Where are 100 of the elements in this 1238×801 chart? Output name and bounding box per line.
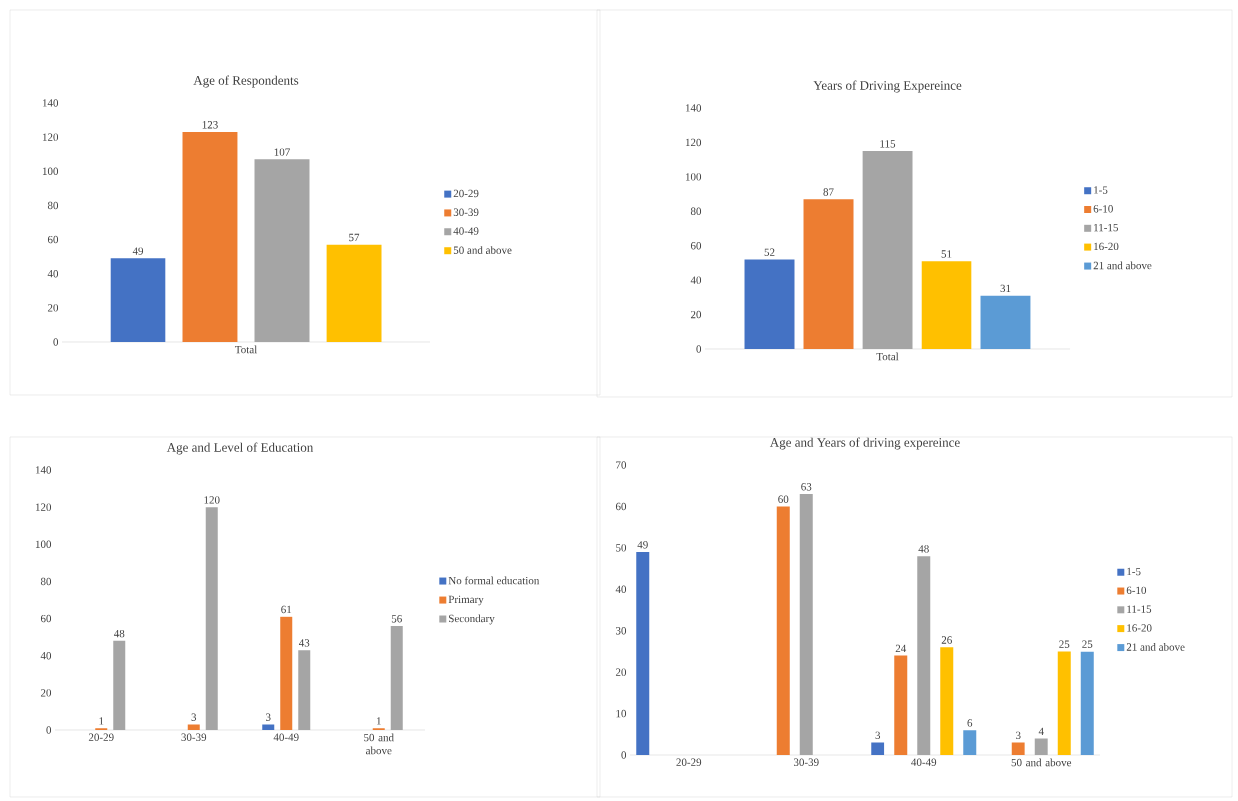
legend-label: 1-5 [1127, 567, 1141, 576]
data-label: 61 [281, 605, 292, 614]
legend-label: 16-20 [1127, 624, 1152, 632]
data-label: 120 [204, 496, 220, 504]
data-label: 24 [895, 644, 907, 653]
y-tick-label: 140 [35, 466, 52, 474]
y-tick-label: 20 [40, 689, 52, 697]
bar [182, 132, 238, 342]
bar [205, 507, 218, 730]
bar [280, 616, 293, 730]
y-tick-label: 0 [621, 751, 627, 759]
y-tick-label: 40 [615, 585, 627, 593]
x-tick-label: 50 and above [1011, 758, 1072, 767]
data-label: 49 [637, 541, 648, 549]
y-tick-label: 100 [685, 173, 702, 181]
x-tick-label: 30-39 [793, 758, 819, 766]
chart-title: Years of Driving Expereince [813, 80, 962, 93]
legend-label: 21 and above [1093, 261, 1152, 270]
bar [298, 650, 311, 730]
legend-label: Secondary [449, 614, 495, 625]
bar [803, 199, 854, 349]
chart-title: Age and Level of Education [166, 442, 314, 455]
bar [776, 506, 790, 755]
y-tick-label: 120 [42, 133, 59, 141]
x-tick-label: Total [876, 352, 899, 361]
data-label: 57 [349, 233, 360, 242]
y-tick-label: 40 [690, 276, 702, 284]
x-tick-label: Total [234, 345, 258, 354]
y-tick-label: 140 [685, 104, 702, 112]
bar [187, 724, 200, 730]
data-label: 3 [1016, 731, 1021, 740]
bar [917, 556, 931, 755]
data-label: 31 [1000, 284, 1011, 293]
data-label: 48 [918, 545, 929, 553]
legend-label: 40-49 [453, 227, 479, 235]
legend-label: 16-20 [1094, 242, 1119, 251]
bar [871, 742, 885, 755]
data-label: 1 [99, 717, 104, 725]
y-tick-label: 100 [42, 167, 59, 175]
data-label: 43 [298, 639, 310, 647]
y-tick-label: 120 [35, 503, 52, 511]
data-label: 3 [266, 713, 271, 721]
bar [963, 730, 977, 755]
data-label: 3 [191, 713, 197, 721]
y-tick-label: 80 [47, 201, 59, 210]
y-tick-label: 100 [35, 540, 52, 548]
x-tick-label: 50 and above [364, 733, 394, 755]
legend-label: 6-10 [1126, 586, 1147, 595]
bar [390, 626, 403, 730]
x-tick-label: 30-39 [181, 733, 207, 741]
legend-label: 11-15 [1127, 605, 1152, 613]
bar [1034, 738, 1048, 755]
y-tick-label: 140 [42, 99, 59, 107]
bar [744, 259, 795, 349]
bar [921, 261, 972, 349]
data-label: 87 [823, 188, 834, 196]
legend-label: 20-29 [453, 189, 479, 198]
chart-title: Age and Years of driving expereince [769, 437, 960, 450]
y-tick-label: 30 [616, 627, 627, 635]
legend-label: 6-10 [1093, 205, 1113, 213]
data-label: 26 [941, 636, 952, 644]
y-tick-label: 0 [46, 726, 52, 734]
data-label: 60 [778, 495, 789, 503]
data-label: 3 [875, 731, 881, 740]
y-tick-label: 20 [690, 310, 702, 319]
y-tick-label: 80 [40, 577, 52, 586]
data-label: 48 [113, 629, 125, 638]
bar [940, 647, 954, 755]
legend-label: 1-5 [1094, 186, 1108, 194]
bar [1080, 651, 1094, 755]
y-tick-label: 20 [615, 668, 627, 676]
y-tick-label: 70 [616, 461, 627, 469]
bar [1057, 651, 1071, 755]
data-label: 1 [376, 717, 381, 725]
x-tick-label: 40-49 [911, 758, 937, 766]
data-label: 107 [274, 148, 290, 156]
y-tick-label: 40 [47, 270, 59, 278]
data-label: 51 [941, 250, 952, 258]
data-label: 25 [1082, 640, 1093, 648]
bar [113, 640, 126, 730]
y-tick-label: 60 [615, 502, 627, 511]
bar [862, 151, 913, 349]
y-tick-label: 60 [40, 614, 52, 623]
data-label: 49 [132, 247, 144, 255]
legend-label: 50 and above [453, 246, 512, 254]
bar [894, 655, 908, 755]
legend-label: 21 and above [1126, 643, 1185, 651]
chart-title: Age of Respondents [193, 75, 299, 88]
bar [110, 258, 166, 342]
data-label: 123 [202, 121, 218, 129]
data-label: 4 [1038, 727, 1044, 735]
y-tick-label: 60 [690, 242, 702, 250]
bar [326, 244, 382, 342]
y-tick-label: 120 [685, 138, 702, 147]
legend-label: 11-15 [1094, 223, 1118, 232]
x-tick-label: 20-29 [88, 733, 114, 741]
y-tick-label: 10 [616, 709, 627, 718]
legend-label: 30-39 [453, 208, 479, 216]
y-tick-label: 60 [47, 235, 59, 244]
data-label: 115 [880, 140, 896, 148]
